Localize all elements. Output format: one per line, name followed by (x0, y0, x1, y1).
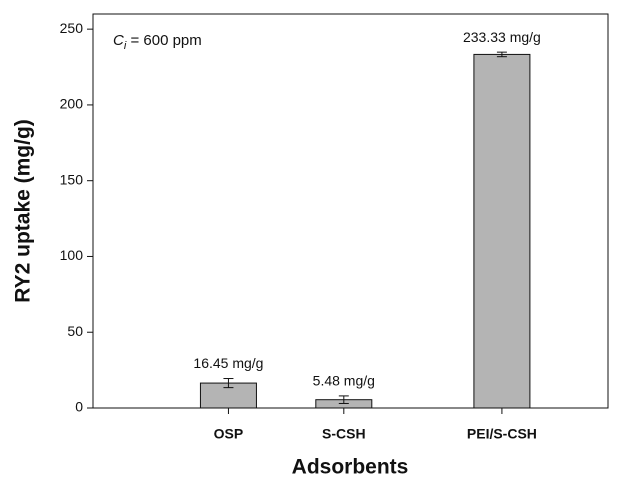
x-axis-label: Adsorbents (292, 456, 409, 479)
y-tick-label: 200 (60, 96, 84, 112)
annotation: Ci = 600 ppm (113, 32, 202, 52)
x-tick-label: OSP (214, 426, 244, 442)
y-tick-label: 150 (60, 171, 84, 187)
plot-frame (92, 13, 609, 409)
bar (473, 53, 531, 409)
x-tick-label: S-CSH (322, 426, 366, 442)
error-bar (223, 378, 234, 389)
annotation-symbol: C (113, 32, 124, 49)
y-tick-label: 50 (67, 323, 83, 339)
x-tick-label: PEI/S-CSH (467, 426, 537, 442)
annotation-subscript: i (124, 40, 127, 52)
y-tick-label: 100 (60, 247, 84, 263)
y-tick-label: 0 (75, 399, 83, 415)
annotation-text: = 600 ppm (126, 32, 201, 49)
y-axis-label: RY2 uptake (mg/g) (12, 119, 35, 303)
value-label: 16.45 mg/g (193, 355, 263, 371)
value-label: 233.33 mg/g (463, 29, 541, 45)
y-tick-label: 250 (60, 20, 84, 36)
value-label: 5.48 mg/g (313, 373, 375, 389)
error-bar (338, 395, 349, 404)
error-bar (496, 51, 507, 58)
